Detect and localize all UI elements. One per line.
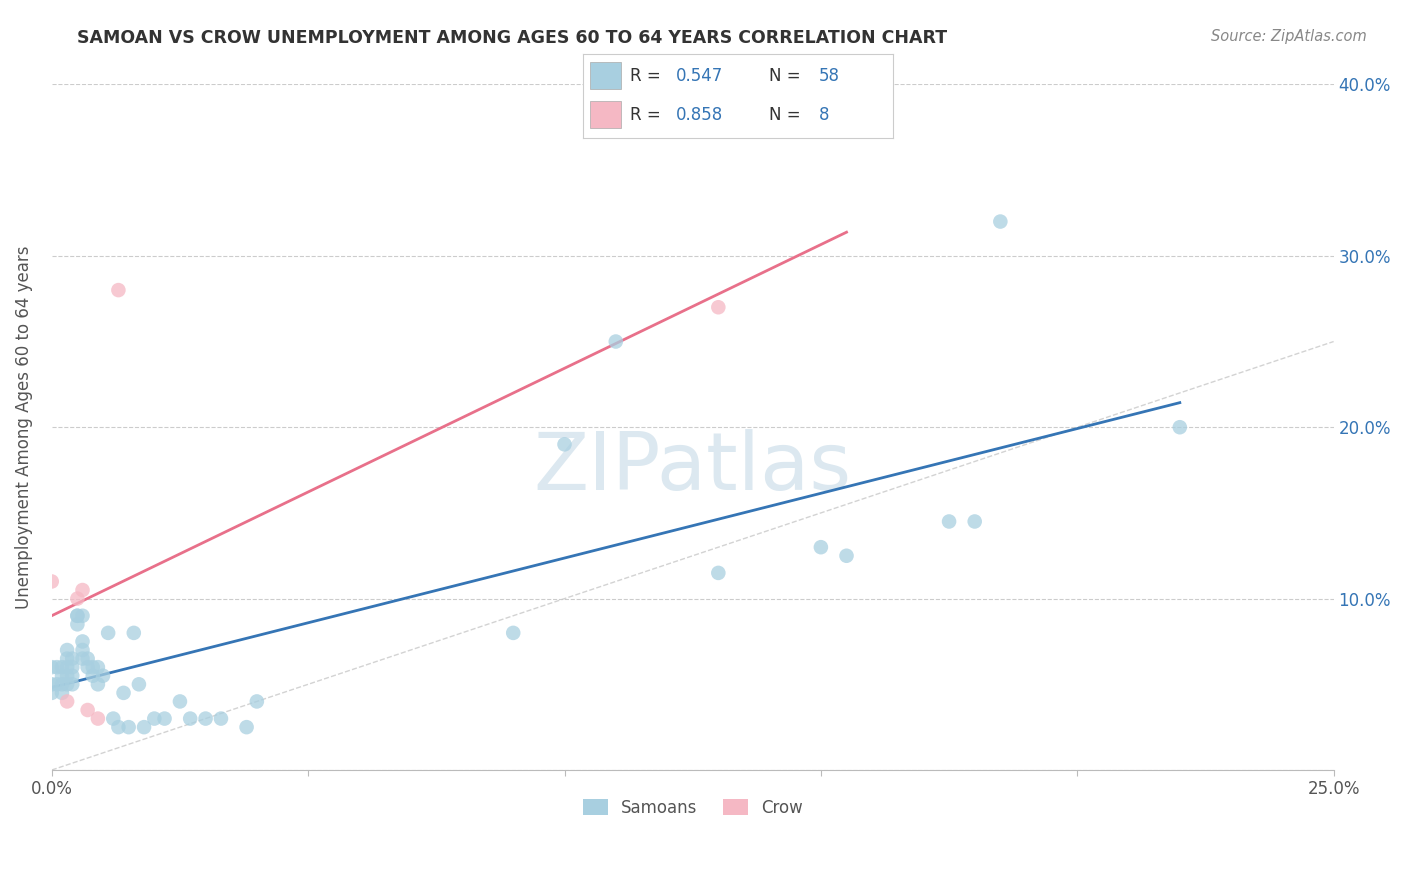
Point	[605, 334, 627, 349]
Point	[72, 608, 94, 623]
Text: 0.547: 0.547	[676, 67, 724, 85]
Point	[122, 626, 145, 640]
Point	[835, 549, 858, 563]
Point	[87, 677, 110, 691]
Point	[72, 651, 94, 665]
Point	[153, 712, 176, 726]
Point	[66, 617, 89, 632]
Point	[51, 677, 73, 691]
Point	[1168, 420, 1191, 434]
Point	[56, 694, 79, 708]
Point	[76, 703, 98, 717]
Point	[56, 643, 79, 657]
Point	[87, 660, 110, 674]
Text: N =: N =	[769, 105, 811, 123]
Text: SAMOAN VS CROW UNEMPLOYMENT AMONG AGES 60 TO 64 YEARS CORRELATION CHART: SAMOAN VS CROW UNEMPLOYMENT AMONG AGES 6…	[77, 29, 948, 46]
Point	[87, 712, 110, 726]
Point	[810, 540, 832, 554]
Point	[72, 582, 94, 597]
Point	[179, 712, 201, 726]
Point	[60, 677, 83, 691]
Point	[246, 694, 269, 708]
Point	[76, 660, 98, 674]
Point	[66, 591, 89, 606]
Text: R =: R =	[630, 105, 666, 123]
Point	[56, 651, 79, 665]
Legend: Samoans, Crow: Samoans, Crow	[576, 792, 810, 823]
Point	[41, 660, 63, 674]
Point	[143, 712, 166, 726]
Point	[112, 686, 135, 700]
Point	[60, 651, 83, 665]
Point	[118, 720, 141, 734]
Point	[707, 566, 730, 580]
Point	[41, 574, 63, 589]
Y-axis label: Unemployment Among Ages 60 to 64 years: Unemployment Among Ages 60 to 64 years	[15, 245, 32, 609]
Text: 58: 58	[818, 67, 839, 85]
Point	[553, 437, 575, 451]
Point	[76, 651, 98, 665]
Point	[56, 660, 79, 674]
Bar	[589, 101, 620, 128]
Point	[45, 677, 67, 691]
Point	[60, 660, 83, 674]
Point	[169, 694, 191, 708]
Text: 0.858: 0.858	[676, 105, 724, 123]
Point	[235, 720, 257, 734]
Point	[988, 214, 1011, 228]
Point	[107, 720, 129, 734]
Point	[938, 515, 960, 529]
Point	[66, 608, 89, 623]
Text: ZIPatlas: ZIPatlas	[534, 429, 852, 508]
Point	[51, 686, 73, 700]
Point	[132, 720, 155, 734]
Point	[209, 712, 232, 726]
Point	[72, 634, 94, 648]
Point	[56, 669, 79, 683]
Point	[41, 686, 63, 700]
Point	[51, 660, 73, 674]
Text: Source: ZipAtlas.com: Source: ZipAtlas.com	[1211, 29, 1367, 44]
Point	[66, 608, 89, 623]
Point	[707, 300, 730, 314]
Point	[82, 669, 104, 683]
Bar	[589, 62, 620, 89]
Point	[194, 712, 217, 726]
Point	[502, 626, 524, 640]
Point	[97, 626, 120, 640]
Point	[82, 660, 104, 674]
Point	[128, 677, 150, 691]
Point	[41, 677, 63, 691]
Point	[56, 677, 79, 691]
Point	[51, 669, 73, 683]
Point	[45, 660, 67, 674]
Point	[60, 669, 83, 683]
Point	[107, 283, 129, 297]
Text: N =: N =	[769, 67, 806, 85]
Point	[103, 712, 125, 726]
Point	[963, 515, 986, 529]
Point	[91, 669, 114, 683]
Text: 8: 8	[818, 105, 830, 123]
Point	[72, 643, 94, 657]
Text: R =: R =	[630, 67, 666, 85]
